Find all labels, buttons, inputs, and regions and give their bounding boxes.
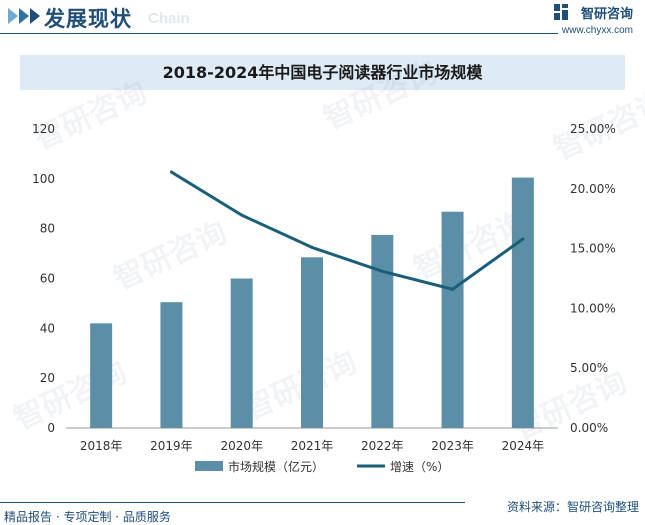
- line-point: [521, 237, 525, 241]
- bar: [90, 323, 113, 428]
- right-tick-label: 25.00%: [570, 122, 616, 136]
- left-tick-label: 0: [47, 421, 55, 435]
- x-tick-label: 2019年: [150, 439, 193, 453]
- x-tick-label: 2022年: [361, 439, 404, 453]
- right-tick-label: 20.00%: [570, 182, 616, 196]
- watermark-text: 智研咨询: [109, 215, 233, 297]
- brand-url: www.chyxx.com: [561, 25, 633, 36]
- brand-logo-icon: [554, 4, 568, 20]
- section-title-en: Chain: [148, 10, 190, 27]
- x-tick-label: 2018年: [80, 439, 123, 453]
- left-tick-label: 100: [32, 172, 55, 186]
- left-axis: 0 20 40 60 80 100 120: [32, 122, 55, 435]
- bar-series: [90, 177, 534, 428]
- bar: [160, 302, 183, 428]
- legend: 市场规模（亿元） 增速（%）: [195, 459, 449, 474]
- watermark-text: 智研咨询: [409, 205, 533, 287]
- line-series: [169, 170, 525, 291]
- section-title: 发展现状: [44, 7, 132, 31]
- header-decoration-icon: [8, 8, 40, 24]
- watermark-text: 智研咨询: [549, 85, 645, 167]
- chart-title: 2018-2024年中国电子阅读器行业市场规模: [162, 63, 483, 82]
- x-tick-label: 2021年: [291, 439, 334, 453]
- left-tick-label: 80: [40, 222, 55, 236]
- x-tick-label: 2020年: [220, 439, 263, 453]
- right-tick-label: 5.00%: [570, 361, 608, 375]
- legend-label-line: 增速（%）: [390, 460, 449, 474]
- bar: [511, 177, 534, 428]
- left-tick-label: 60: [40, 272, 55, 286]
- brand-name: 智研咨询: [580, 7, 633, 22]
- bar: [441, 211, 464, 428]
- line-point: [240, 213, 244, 217]
- data-source: 资料来源：智研咨询整理: [506, 500, 639, 514]
- right-tick-label: 15.00%: [570, 242, 616, 256]
- left-tick-label: 120: [32, 122, 55, 136]
- footer-divider: [0, 502, 465, 503]
- bar: [301, 257, 323, 428]
- page-header: 发展现状 Chain 智研咨询 www.chyxx.com: [0, 0, 645, 36]
- right-tick-label: 0.00%: [570, 421, 608, 435]
- line-point: [310, 245, 314, 249]
- x-tick-label: 2024年: [502, 439, 545, 453]
- header-divider: [0, 33, 558, 34]
- legend-label-bar: 市场规模（亿元）: [228, 459, 324, 474]
- x-tick-label: 2023年: [431, 439, 474, 453]
- right-axis: 0.00% 5.00% 10.00% 15.00% 20.00% 25.00%: [570, 122, 616, 435]
- line-point: [451, 287, 455, 291]
- watermark-text: 智研咨询: [9, 355, 133, 437]
- chart-title-box: 2018-2024年中国电子阅读器行业市场规模: [20, 55, 625, 90]
- right-tick-label: 10.00%: [570, 301, 616, 315]
- footer-slogan: 精品报告 · 专项定制 · 品质服务: [4, 510, 171, 524]
- x-axis: 2018年 2019年 2020年 2021年 2022年 2023年 2024年: [80, 439, 544, 453]
- watermark-text: 智研咨询: [239, 345, 363, 427]
- bar: [230, 278, 253, 428]
- legend-swatch-bar: [195, 461, 223, 471]
- line-point: [380, 269, 384, 273]
- left-tick-label: 40: [40, 321, 55, 335]
- watermark-text: 智研咨询: [509, 365, 633, 447]
- left-tick-label: 20: [40, 371, 55, 385]
- bar: [371, 234, 394, 428]
- line-point: [169, 170, 173, 174]
- growth-line: [170, 170, 524, 291]
